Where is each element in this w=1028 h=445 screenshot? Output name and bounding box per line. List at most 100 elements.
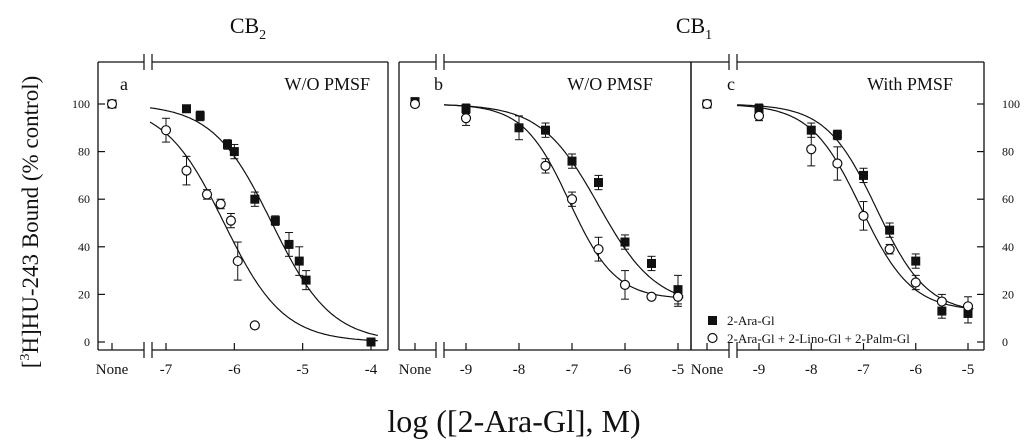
data-point-ara-gl: [567, 156, 577, 166]
axis-break-gap: [729, 342, 737, 358]
y-tick-label: 0: [1002, 335, 1008, 349]
y-tick-label: 100: [1002, 97, 1020, 111]
data-point-mixture: [409, 98, 421, 110]
receptor-cb1-label: CB1: [676, 13, 712, 43]
data-point-mixture: [646, 291, 657, 302]
panel-letter: b: [434, 74, 443, 94]
x-tick-label: -8: [805, 362, 818, 378]
data-point-ara-gl: [366, 337, 376, 347]
legend-entry-2-ara-gl: 2-Ara-Gl: [727, 313, 775, 328]
data-point-ara-gl: [229, 147, 239, 157]
axis-break-gap: [436, 54, 444, 70]
x-axis-label: log ([2-Ara-Gl], M): [387, 403, 640, 439]
x-tick-label: -7: [160, 362, 173, 378]
data-point-ara-gl: [223, 139, 232, 149]
data-point-mixture: [806, 144, 817, 155]
panel-title: W/O PMSF: [567, 74, 653, 94]
data-point-mixture: [540, 160, 551, 171]
data-point-ara-gl: [832, 130, 842, 140]
receptor-cb2-label: CB2: [230, 13, 266, 43]
data-point-mixture: [106, 98, 118, 110]
data-point-mixture: [936, 296, 947, 307]
x-tick-label: -9: [460, 362, 473, 378]
data-point-mixture: [181, 165, 192, 176]
data-point-mixture: [672, 291, 684, 302]
data-point-ara-gl: [195, 111, 205, 121]
x-tick-label: -7: [566, 362, 579, 378]
x-tick-label: None: [399, 362, 432, 378]
x-tick-label: -6: [228, 362, 241, 378]
data-point-ara-gl: [620, 237, 630, 247]
fit-curve-mixture: [149, 121, 378, 342]
data-point-ara-gl: [284, 239, 294, 249]
y-tick-label: 80: [1002, 145, 1014, 159]
data-point-ara-gl: [541, 125, 550, 135]
data-point-ara-gl: [301, 275, 311, 285]
data-point-mixture: [160, 125, 172, 136]
data-point-mixture: [201, 189, 213, 200]
fit-curve-ara-gl: [443, 104, 684, 297]
data-point-ara-gl: [911, 256, 921, 266]
data-point-mixture: [566, 194, 578, 205]
y-axis-label: [3H]HU-243 Bound (% control): [18, 76, 43, 369]
data-point-ara-gl: [885, 225, 895, 235]
data-point-mixture: [232, 255, 243, 267]
data-point-mixture: [832, 158, 843, 169]
y-tick-label: 20: [1002, 287, 1014, 301]
panel-title: W/O PMSF: [284, 74, 370, 94]
y-tick-label: 20: [78, 287, 90, 301]
data-point-mixture: [619, 279, 631, 290]
y-tick-label: 60: [78, 192, 90, 206]
axis-break-gap: [144, 54, 152, 70]
legend-entry-mixture: 2-Ara-Gl + 2-Lino-Gl + 2-Palm-Gl: [727, 331, 910, 346]
data-point-mixture: [215, 198, 226, 210]
panel-letter: a: [120, 74, 128, 94]
data-point-mixture: [753, 110, 765, 122]
data-point-ara-gl: [594, 178, 603, 188]
axis-break-gap: [144, 342, 152, 358]
data-point-ara-gl: [937, 306, 947, 316]
x-tick-label: -7: [857, 362, 870, 378]
data-point-ara-gl: [461, 104, 471, 114]
x-tick-label: -5: [296, 362, 309, 378]
data-point-ara-gl: [250, 194, 260, 204]
panel-b: None -9 -8 -7 -6 -5 b W/O PMSF: [398, 54, 692, 378]
x-tick-label: None: [96, 362, 129, 378]
panel-a: 0 20 40 60 80 100 None -7 -6 -5 -4 a W/O PMSF: [72, 54, 389, 378]
data-point-ara-gl: [270, 216, 280, 226]
y-tick-label: 40: [1002, 240, 1014, 254]
legend-marker-filled-square: [708, 316, 717, 325]
fit-curve-mixture: [736, 104, 974, 310]
x-tick-label: -5: [672, 362, 685, 378]
data-point-ara-gl: [514, 123, 524, 133]
data-point-mixture: [858, 210, 869, 221]
data-point-ara-gl: [806, 125, 816, 135]
panel-letter: c: [727, 74, 735, 94]
data-point-ara-gl: [754, 104, 764, 114]
axis-break-gap: [729, 54, 737, 70]
x-tick-label: -4: [365, 362, 378, 378]
x-tick-label: -6: [910, 362, 923, 378]
data-point-ara-gl: [647, 258, 656, 268]
legend: 2-Ara-Gl 2-Ara-Gl + 2-Lino-Gl + 2-Palm-G…: [707, 313, 910, 346]
legend-marker-open-circle: [707, 332, 718, 344]
data-point-ara-gl: [859, 170, 868, 180]
panel-c: 0 20 40 60 80 100 None -9 -8 -7 -6 -5 c With PMSF: [690, 54, 1020, 378]
data-point-ara-gl: [294, 256, 304, 266]
x-tick-label: None: [691, 362, 724, 378]
y-tick-label: 100: [72, 97, 90, 111]
y-tick-label: 60: [1002, 192, 1014, 206]
axis-break-gap: [436, 342, 444, 358]
y-tick-label: 0: [84, 335, 90, 349]
x-tick-label: -9: [753, 362, 766, 378]
data-point-mixture: [701, 98, 713, 110]
x-tick-label: -6: [619, 362, 632, 378]
data-point-mixture: [460, 113, 472, 124]
fit-curve-mixture: [443, 104, 684, 299]
data-point-mixture: [249, 320, 260, 331]
y-tick-label: 40: [78, 240, 90, 254]
data-point-mixture: [225, 215, 237, 226]
x-tick-label: -8: [513, 362, 526, 378]
data-point-mixture: [962, 301, 974, 312]
